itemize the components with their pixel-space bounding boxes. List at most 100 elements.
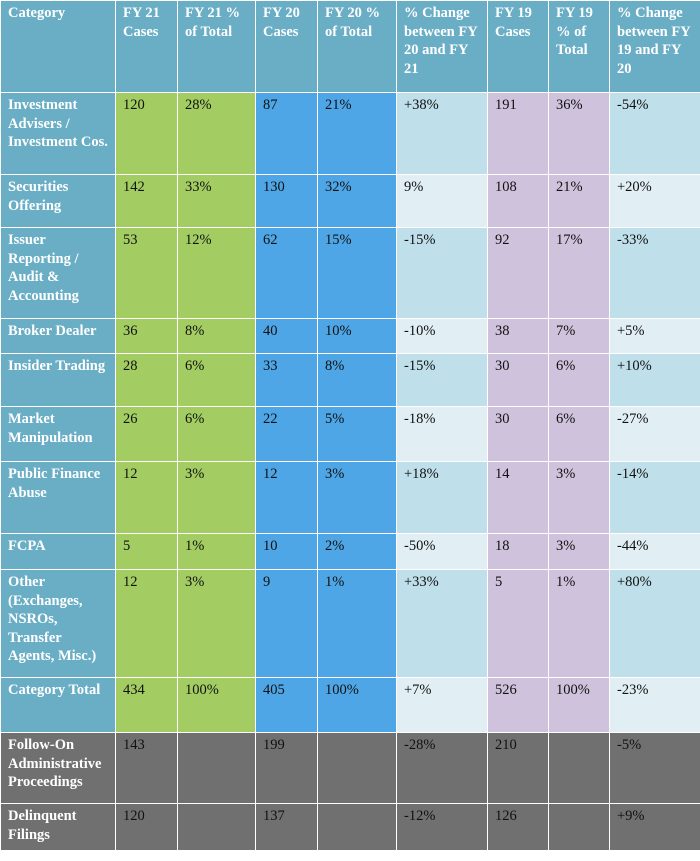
cell-change-20-21: -10% <box>396 318 488 354</box>
table-row: Securities Offering 142 33% 130 32% 9% 1… <box>0 174 700 228</box>
cell-fy19-pct: 21% <box>548 174 610 228</box>
cell-change-20-21: -15% <box>396 227 488 319</box>
cell-change-20-21: 9% <box>396 174 488 228</box>
cell-change-19-20: +10% <box>609 353 700 407</box>
cell-fy20-cases: 87 <box>255 92 318 175</box>
cell-fy20-pct: 100% <box>317 677 397 733</box>
cell-fy19-pct <box>548 732 610 804</box>
header-change-20-21: % Change between FY 20 and FY 21 <box>396 0 488 93</box>
cell-fy19-pct: 100% <box>548 677 610 733</box>
cell-fy21-pct: 33% <box>177 174 256 228</box>
cell-change-20-21: -15% <box>396 353 488 407</box>
header-fy21-cases: FY 21 Cases <box>115 0 178 93</box>
cell-fy20-pct <box>317 803 397 851</box>
cell-fy19-pct <box>548 803 610 851</box>
row-category: Broker Dealer <box>0 318 116 354</box>
row-category: Category Total <box>0 677 116 733</box>
cell-fy21-cases: 434 <box>115 677 178 733</box>
table-row: FCPA 5 1% 10 2% -50% 18 3% -44% <box>0 533 700 570</box>
cell-fy19-cases: 5 <box>487 569 549 678</box>
cell-fy19-pct: 17% <box>548 227 610 319</box>
cell-fy19-pct: 1% <box>548 569 610 678</box>
header-fy20-pct: FY 20 % of Total <box>317 0 397 93</box>
cell-fy19-cases: 191 <box>487 92 549 175</box>
cell-fy19-cases: 526 <box>487 677 549 733</box>
cell-change-20-21: -50% <box>396 533 488 570</box>
cell-fy21-cases: 142 <box>115 174 178 228</box>
table-body: Investment Advisers / Investment Cos. 12… <box>0 92 700 851</box>
header-row: Category FY 21 Cases FY 21 % of Total FY… <box>0 0 700 93</box>
row-category: Public Finance Abuse <box>0 461 116 534</box>
cell-fy21-cases: 53 <box>115 227 178 319</box>
cell-fy21-cases: 26 <box>115 406 178 462</box>
row-category: Follow-On Administrative Proceedings <box>0 732 116 804</box>
cell-fy20-pct: 15% <box>317 227 397 319</box>
cell-fy20-cases: 405 <box>255 677 318 733</box>
row-category: Insider Trading <box>0 353 116 407</box>
cell-fy20-cases: 40 <box>255 318 318 354</box>
table-row: Market Manipulation 26 6% 22 5% -18% 30 … <box>0 406 700 462</box>
cell-fy20-cases: 33 <box>255 353 318 407</box>
row-category: Securities Offering <box>0 174 116 228</box>
row-category: FCPA <box>0 533 116 570</box>
cell-fy21-cases: 120 <box>115 92 178 175</box>
cell-fy20-cases: 199 <box>255 732 318 804</box>
cell-fy19-pct: 36% <box>548 92 610 175</box>
cell-fy19-cases: 30 <box>487 406 549 462</box>
cell-fy20-pct: 1% <box>317 569 397 678</box>
row-category: Investment Advisers / Investment Cos. <box>0 92 116 175</box>
table-row: Insider Trading 28 6% 33 8% -15% 30 6% +… <box>0 353 700 407</box>
table-row: Follow-On Administrative Proceedings 143… <box>0 732 700 804</box>
cell-change-19-20: -27% <box>609 406 700 462</box>
cell-fy19-pct: 3% <box>548 461 610 534</box>
table-header: Category FY 21 Cases FY 21 % of Total FY… <box>0 0 700 93</box>
cell-change-19-20: -14% <box>609 461 700 534</box>
cell-fy19-cases: 18 <box>487 533 549 570</box>
cell-change-20-21: +38% <box>396 92 488 175</box>
cell-fy21-pct: 6% <box>177 406 256 462</box>
cell-fy19-cases: 92 <box>487 227 549 319</box>
header-category: Category <box>0 0 116 93</box>
cell-fy20-pct: 21% <box>317 92 397 175</box>
table-row: Other (Exchanges, NSROs, Transfer Agents… <box>0 569 700 678</box>
cell-fy19-cases: 14 <box>487 461 549 534</box>
cell-fy20-pct: 8% <box>317 353 397 407</box>
cell-change-19-20: -23% <box>609 677 700 733</box>
header-fy21-pct: FY 21 % of Total <box>177 0 256 93</box>
table-row: Investment Advisers / Investment Cos. 12… <box>0 92 700 175</box>
header-fy20-cases: FY 20 Cases <box>255 0 318 93</box>
cell-change-19-20: -33% <box>609 227 700 319</box>
cell-fy19-cases: 108 <box>487 174 549 228</box>
cell-fy19-cases: 30 <box>487 353 549 407</box>
cell-fy21-cases: 36 <box>115 318 178 354</box>
cell-fy21-pct: 3% <box>177 461 256 534</box>
cell-change-20-21: -18% <box>396 406 488 462</box>
cell-fy21-pct: 1% <box>177 533 256 570</box>
cell-fy19-pct: 6% <box>548 353 610 407</box>
cell-fy19-cases: 38 <box>487 318 549 354</box>
table-row: Delinquent Filings 120 137 -12% 126 +9% <box>0 803 700 851</box>
cell-fy20-cases: 137 <box>255 803 318 851</box>
header-fy19-cases: FY 19 Cases <box>487 0 549 93</box>
row-category: Issuer Reporting / Audit & Accounting <box>0 227 116 319</box>
cell-fy21-cases: 143 <box>115 732 178 804</box>
table-row: Public Finance Abuse 12 3% 12 3% +18% 14… <box>0 461 700 534</box>
cell-fy21-pct: 6% <box>177 353 256 407</box>
cell-fy19-pct: 3% <box>548 533 610 570</box>
cell-change-20-21: +33% <box>396 569 488 678</box>
cell-fy20-pct <box>317 732 397 804</box>
cell-fy21-pct: 100% <box>177 677 256 733</box>
header-change-19-20: % Change between FY 19 and FY 20 <box>609 0 700 93</box>
cell-fy20-pct: 10% <box>317 318 397 354</box>
table-row: Issuer Reporting / Audit & Accounting 53… <box>0 227 700 319</box>
cell-fy20-cases: 22 <box>255 406 318 462</box>
cell-fy21-cases: 120 <box>115 803 178 851</box>
table-row: Broker Dealer 36 8% 40 10% -10% 38 7% +5… <box>0 318 700 354</box>
table-row: Category Total 434 100% 405 100% +7% 526… <box>0 677 700 733</box>
row-category: Other (Exchanges, NSROs, Transfer Agents… <box>0 569 116 678</box>
cell-fy20-pct: 32% <box>317 174 397 228</box>
cell-change-19-20: -54% <box>609 92 700 175</box>
row-category: Market Manipulation <box>0 406 116 462</box>
cell-fy21-pct: 3% <box>177 569 256 678</box>
cell-fy20-cases: 130 <box>255 174 318 228</box>
